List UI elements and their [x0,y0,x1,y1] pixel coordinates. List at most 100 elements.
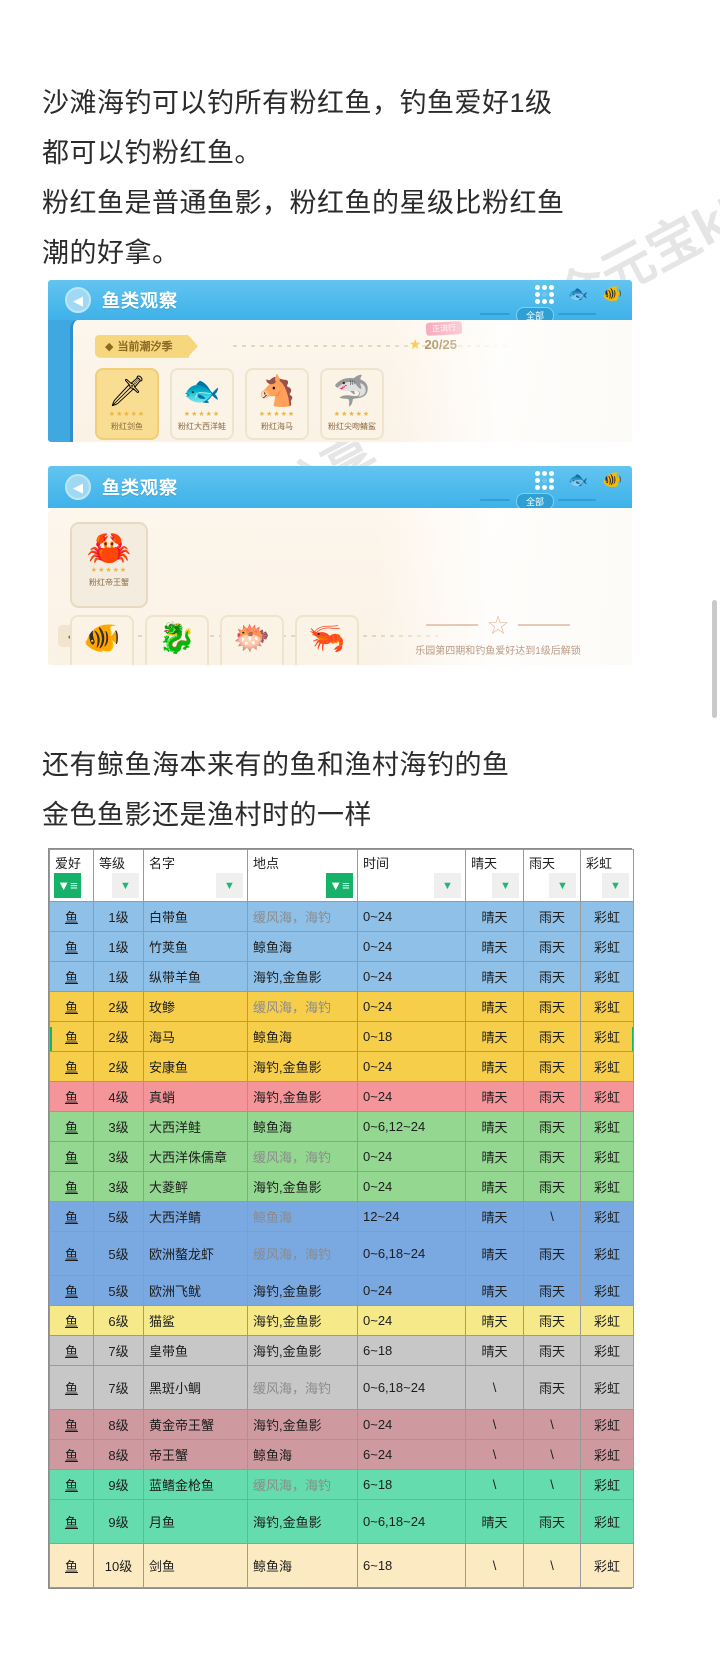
topbar-right-controls: 🐟 🐠 [535,470,622,490]
column-header-sunny[interactable]: 晴天 ▼ [465,849,524,902]
fish-sprite-icon: 🐠 [83,622,121,655]
pill-rule-right [558,499,596,501]
cell-hobby: 鱼 [49,931,94,962]
cell-rainbow: 彩虹 [580,1409,634,1440]
fish-icon[interactable]: 🐟 [568,286,589,303]
chevron-down-icon[interactable]: ▼ [602,873,629,898]
season-tag: ◆ 当前潮汐季 [95,335,199,357]
cell-hobby: 鱼 [49,1021,94,1052]
cell-level: 9级 [93,1499,144,1544]
game-screenshot-daily[interactable]: ◀ 鱼类观察 🐟 🐠 全部 🦀 ★★★★★ [48,466,632,665]
cell-place: 缓风海，海钓 [247,991,358,1022]
fish-card[interactable]: 🐟 ★★★★★ 粉红大西洋鲑 [170,368,234,440]
table-row[interactable]: 鱼 4级 真蛸 海钓,金鱼影 0~24 晴天 雨天 彩虹 [49,1081,634,1112]
table-row[interactable]: 鱼 10级 剑鱼 鲸鱼海 6~18 \ \ 彩虹 [49,1543,634,1588]
chevron-down-icon[interactable]: ▼ [492,873,519,898]
star-progress: ★ 20/25 [409,336,457,353]
cell-level: 9级 [93,1469,144,1500]
column-header-name[interactable]: 名字 ▼ [143,849,248,902]
column-header-hobby[interactable]: 爱好 ▼≡ [49,849,94,902]
fish-card[interactable]: 🗡 ★★★★★ 粉红剑鱼 [95,368,159,440]
column-header-rainbow[interactable]: 彩虹 ▼ [580,849,634,902]
table-row[interactable]: 鱼 7级 黑斑小鲷 缓风海，海钓 0~6,18~24 \ 雨天 彩虹 [49,1365,634,1410]
table-row[interactable]: 鱼 8级 黄金帝王蟹 海钓,金鱼影 0~24 \ \ 彩虹 [49,1409,634,1440]
cell-name: 大西洋鲑 [143,1111,248,1142]
crab-sprite-icon: 🦀 [86,527,132,568]
table-row[interactable]: 鱼 5级 欧洲飞鱿 海钓,金鱼影 0~24 晴天 雨天 彩虹 [49,1275,634,1306]
fish-card[interactable]: 🐴 ★★★★★ 粉红海马 [245,368,309,440]
filter-all-pill[interactable]: 全部 [515,493,554,510]
filter-icon[interactable]: ▼≡ [326,873,353,898]
table-row[interactable]: 鱼 9级 月鱼 海钓,金鱼影 0~6,18~24 晴天 雨天 彩虹 [49,1499,634,1544]
page-scrollbar[interactable] [712,600,717,718]
fish-card[interactable]: 🦐 [295,615,359,665]
grid-dots-icon[interactable] [535,470,555,490]
fish-card[interactable]: 🐡 [220,615,284,665]
fish-icon-secondary[interactable]: 🐠 [602,286,622,303]
fish-sprite-icon: 🗡 [107,375,147,408]
table-row[interactable]: 鱼 6级 猫鲨 海钓,金鱼影 0~24 晴天 雨天 彩虹 [49,1305,634,1336]
column-header-level[interactable]: 等级 ▼ [93,849,144,902]
grid-dots-icon[interactable] [535,284,555,304]
column-title: 地点 [253,856,280,871]
cell-sunny: \ [465,1469,524,1500]
fish-card[interactable]: 🦈 ★★★★★ 粉红尖吻鲭鲨 [320,368,384,440]
cell-rainy: \ [523,1409,581,1440]
cell-rainy: 雨天 [523,1051,581,1082]
fish-rarity-stars: ★★★★★ [90,567,128,574]
table-row[interactable]: 鱼 8级 帝王蟹 鲸鱼海 6~24 \ \ 彩虹 [49,1439,634,1470]
table-row[interactable]: 鱼 1级 白带鱼 缓风海，海钓 0~24 晴天 雨天 彩虹 [49,901,634,932]
column-header-rainy[interactable]: 雨天 ▼ [523,849,581,902]
chevron-down-icon[interactable]: ▼ [216,873,243,898]
cell-place: 鲸鱼海 [247,1111,358,1142]
table-row[interactable]: 鱼 7级 皇带鱼 海钓,金鱼影 6~18 晴天 雨天 彩虹 [49,1335,634,1366]
fish-card[interactable]: 🐠 [70,615,134,665]
cell-rainy: 雨天 [523,991,581,1022]
fish-rarity-stars: ★★★★★ [183,411,221,418]
table-row[interactable]: 鱼 5级 大西洋鲭 鲸鱼海 12~24 晴天 \ 彩虹 [49,1201,634,1232]
cell-sunny: 晴天 [465,1171,524,1202]
table-row[interactable]: 鱼 1级 竹荚鱼 鲸鱼海 0~24 晴天 雨天 彩虹 [49,931,634,962]
cell-level: 4级 [93,1081,144,1112]
fish-card[interactable]: 🦀 ★★★★★ 粉红帝王蟹 [70,522,148,608]
cell-rainbow: 彩虹 [580,1499,634,1544]
table-row[interactable]: 鱼 3级 大西洋侏儒章 缓风海，海钓 0~24 晴天 雨天 彩虹 [49,1141,634,1172]
chevron-down-icon[interactable]: ▼ [434,873,461,898]
cell-level: 5级 [93,1201,144,1232]
chevron-down-icon[interactable]: ▼ [549,873,576,898]
fish-icon-secondary[interactable]: 🐠 [602,472,622,489]
cell-rainbow: 彩虹 [580,1111,634,1142]
game-screenshot-tide-season[interactable]: ◀ 鱼类观察 🐟 🐠 全部 ◆ 当前潮汐季 [48,280,632,442]
table-row[interactable]: 鱼 3级 大菱鲆 海钓,金鱼影 0~24 晴天 雨天 彩虹 [49,1171,634,1202]
table-row[interactable]: 鱼 2级 安康鱼 海钓,金鱼影 0~24 晴天 雨天 彩虹 [49,1051,634,1082]
table-row[interactable]: 鱼 5级 欧洲螯龙虾 缓风海，海钓 0~6,18~24 晴天 雨天 彩虹 [49,1231,634,1276]
cell-level: 3级 [93,1141,144,1172]
fish-card[interactable]: 🐉 [145,615,209,665]
column-header-place[interactable]: 地点 ▼≡ [247,849,358,902]
fish-icon[interactable]: 🐟 [568,472,589,489]
chevron-down-icon[interactable]: ▼ [112,873,139,898]
fish-rarity-stars: ★★★★★ [258,411,296,418]
table-row[interactable]: 鱼 3级 大西洋鲑 鲸鱼海 0~6,12~24 晴天 雨天 彩虹 [49,1111,634,1142]
column-title: 名字 [149,856,176,871]
cell-level: 5级 [93,1231,144,1276]
table-row[interactable]: 鱼 2级 海马 鲸鱼海 0~18 晴天 雨天 彩虹 [49,1021,634,1052]
table-row[interactable]: 鱼 9级 蓝鳍金枪鱼 缓风海，海钓 6~18 \ \ 彩虹 [49,1469,634,1500]
filter-icon[interactable]: ▼≡ [54,873,81,898]
cell-rainbow: 彩虹 [580,991,634,1022]
fish-name: 粉红大西洋鲑 [178,422,226,431]
cell-level: 8级 [93,1439,144,1470]
cell-place: 鲸鱼海 [247,931,358,962]
table-row[interactable]: 鱼 2级 玫鲹 缓风海，海钓 0~24 晴天 雨天 彩虹 [49,991,634,1022]
back-icon[interactable]: ◀ [65,474,91,500]
cell-name: 白带鱼 [143,901,248,932]
cell-time: 0~6,18~24 [357,1499,466,1544]
cell-rainbow: 彩虹 [580,1081,634,1112]
cell-sunny: 晴天 [465,1201,524,1232]
cell-time: 0~24 [357,991,466,1022]
table-row[interactable]: 鱼 1级 纵带羊鱼 海钓,金鱼影 0~24 晴天 雨天 彩虹 [49,961,634,992]
column-header-time[interactable]: 时间 ▼ [357,849,466,902]
back-icon[interactable]: ◀ [65,287,91,313]
cell-hobby: 鱼 [49,1171,94,1202]
cell-name: 蓝鳍金枪鱼 [143,1469,248,1500]
